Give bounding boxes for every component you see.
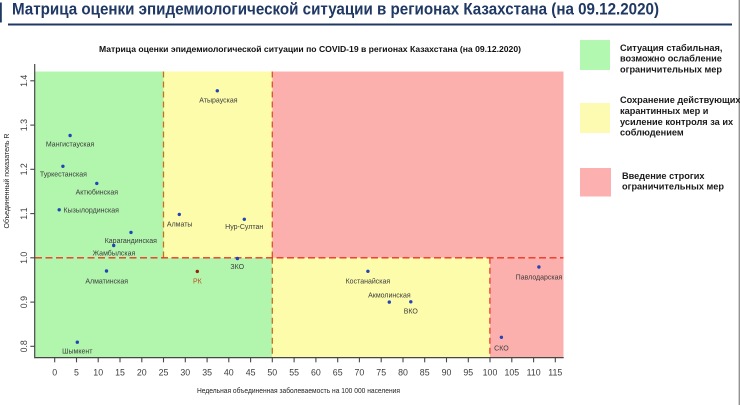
svg-text:Недельная объединенная заболев: Недельная объединенная заболеваемость на…: [197, 386, 400, 395]
svg-text:соблюдением: соблюдением: [620, 128, 684, 138]
svg-text:110: 110: [527, 368, 541, 378]
svg-text:75: 75: [376, 368, 386, 378]
svg-text:90: 90: [442, 368, 452, 378]
svg-text:85: 85: [420, 368, 430, 378]
svg-text:15: 15: [115, 368, 125, 378]
svg-text:1.1: 1.1: [19, 207, 29, 219]
svg-text:10: 10: [93, 368, 103, 378]
svg-text:1.4: 1.4: [19, 75, 29, 87]
svg-text:Объединенный показатель R: Объединенный показатель R: [2, 133, 11, 228]
svg-text:Актюбинская: Актюбинская: [76, 189, 119, 197]
svg-text:Карагандинская: Карагандинская: [105, 238, 157, 245]
svg-text:Сохранение действующих: Сохранение действующих: [620, 95, 740, 105]
svg-text:Шымкент: Шымкент: [62, 348, 93, 355]
svg-text:РК: РК: [193, 278, 203, 285]
svg-text:Введение строгих: Введение строгих: [622, 171, 705, 181]
svg-text:25: 25: [159, 368, 169, 378]
svg-text:65: 65: [333, 368, 343, 378]
svg-text:80: 80: [398, 368, 408, 378]
svg-text:40: 40: [224, 368, 234, 378]
svg-text:20: 20: [137, 368, 147, 378]
svg-text:100: 100: [483, 368, 498, 378]
svg-text:0.9: 0.9: [19, 296, 29, 308]
svg-text:Мангистауская: Мангистауская: [46, 141, 95, 148]
svg-text:115: 115: [548, 368, 562, 378]
svg-text:СКО: СКО: [494, 346, 509, 353]
svg-text:Матрица оценки эпидемиологичес: Матрица оценки эпидемиологической ситуац…: [12, 0, 659, 18]
svg-text:Алматинская: Алматинская: [85, 279, 128, 286]
svg-text:1.0: 1.0: [19, 252, 29, 264]
svg-text:Ситуация стабильная,: Ситуация стабильная,: [620, 43, 722, 53]
svg-text:1.2: 1.2: [19, 163, 29, 175]
svg-text:ВКО: ВКО: [404, 309, 419, 316]
svg-text:Павлодарская: Павлодарская: [516, 274, 563, 281]
svg-text:45: 45: [246, 368, 256, 378]
svg-text:95: 95: [463, 368, 473, 378]
svg-text:возможно ослабление: возможно ослабление: [620, 54, 722, 64]
svg-text:Атырауская: Атырауская: [199, 98, 237, 105]
svg-text:105: 105: [504, 368, 519, 378]
svg-text:Алматы: Алматы: [167, 222, 193, 229]
svg-text:55: 55: [289, 368, 299, 378]
svg-text:35: 35: [202, 368, 212, 378]
svg-text:70: 70: [355, 368, 365, 378]
svg-text:0.8: 0.8: [19, 340, 29, 352]
svg-text:ЗКО: ЗКО: [230, 264, 244, 271]
svg-text:усиление контроля за их: усиление контроля за их: [620, 117, 734, 127]
svg-text:Кызылординская: Кызылординская: [64, 208, 120, 215]
svg-text:Туркестанская: Туркестанская: [40, 171, 87, 178]
svg-text:0: 0: [52, 368, 57, 378]
svg-text:30: 30: [180, 368, 190, 378]
svg-text:5: 5: [74, 368, 79, 378]
svg-text:60: 60: [311, 368, 321, 378]
svg-text:Акмолинская: Акмолинская: [368, 293, 411, 300]
svg-text:ограничительных мер: ограничительных мер: [620, 65, 722, 75]
svg-text:Нур-Султан: Нур-Султан: [225, 224, 263, 231]
svg-text:Жамбылская: Жамбылская: [93, 249, 136, 257]
svg-text:Матрица оценки эпидемиологичес: Матрица оценки эпидемиологической ситуац…: [99, 44, 521, 54]
svg-text:50: 50: [267, 368, 277, 378]
svg-text:ограничительных мер: ограничительных мер: [622, 182, 724, 192]
svg-text:карантинных мер и: карантинных мер и: [620, 106, 709, 116]
svg-text:1.3: 1.3: [19, 119, 29, 131]
svg-text:Костанайская: Костанайская: [346, 277, 391, 285]
